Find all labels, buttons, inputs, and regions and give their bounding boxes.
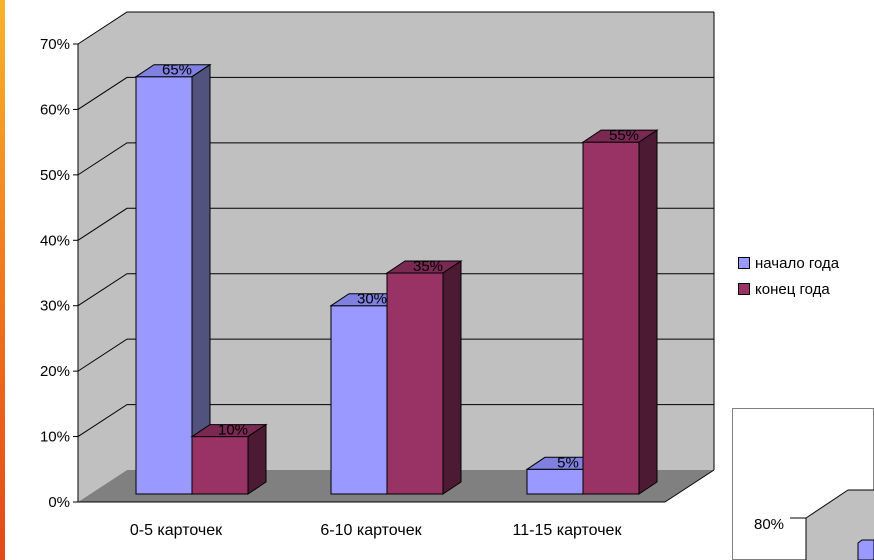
bar-front — [135, 76, 193, 495]
data-label: 10% — [218, 422, 248, 439]
x-tick-label: 0-5 карточек — [130, 522, 223, 539]
gridline — [77, 11, 714, 45]
back-wall — [127, 12, 714, 470]
bar-side — [247, 423, 267, 495]
slide-edge-bar — [0, 0, 5, 560]
second-chart-partial — [732, 408, 874, 560]
bar-front — [191, 436, 249, 495]
y-tick-label: 70% — [40, 36, 70, 53]
side-wall — [78, 12, 127, 502]
legend-label-series-1: начало года — [755, 254, 840, 272]
bar-2-3: 55% — [581, 127, 659, 495]
x-tick-label: 6-10 карточек — [320, 522, 422, 539]
legend-item-series-1: начало года — [738, 250, 839, 276]
gridline — [77, 207, 714, 241]
y-tick-label: 0% — [48, 494, 70, 511]
gridline — [77, 76, 714, 110]
data-label: 30% — [357, 291, 387, 308]
second-chart-wall — [806, 490, 874, 560]
gridline — [77, 338, 714, 372]
chart-legend: начало года конец года — [738, 250, 839, 302]
legend-swatch-series-2 — [738, 283, 750, 295]
bar-2-1: 10% — [190, 422, 268, 495]
x-tick-label: 11-15 карточек — [513, 522, 623, 539]
second-chart-tick-label: 80% — [754, 516, 785, 533]
legend-swatch-series-1 — [738, 257, 750, 269]
y-tick-label: 40% — [40, 232, 70, 249]
data-label: 55% — [609, 127, 639, 144]
bar-1-1: 65% — [134, 62, 212, 495]
second-chart-bar — [857, 539, 874, 560]
floor-front-edge — [664, 469, 715, 503]
y-tick-label: 30% — [40, 298, 70, 315]
legend-label-series-2: конец года — [755, 280, 830, 298]
bar-front — [386, 272, 444, 495]
gridline — [77, 273, 714, 307]
y-tick-label: 50% — [40, 167, 70, 184]
bar-front — [330, 305, 388, 495]
gridline — [77, 142, 714, 176]
data-label: 5% — [557, 454, 579, 471]
bar-side — [442, 260, 462, 495]
bar-side — [638, 129, 658, 495]
bar-front — [526, 468, 584, 495]
bar-front — [582, 141, 640, 495]
legend-item-series-2: конец года — [738, 276, 839, 302]
data-label: 35% — [413, 258, 443, 275]
gridline — [77, 404, 714, 437]
y-tick-label: 10% — [40, 429, 70, 446]
bar-2-2: 35% — [385, 258, 463, 495]
y-tick-label: 60% — [40, 101, 70, 118]
data-label: 65% — [162, 62, 192, 79]
y-tick-label: 20% — [40, 363, 70, 380]
